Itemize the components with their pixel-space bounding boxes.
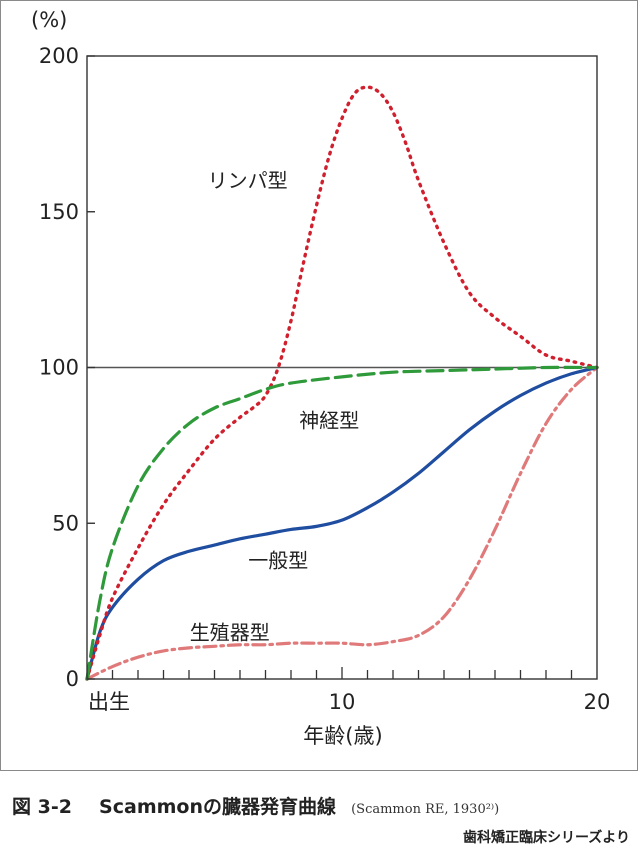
x-tick-label-0: 出生 — [88, 690, 130, 714]
y-axis-label: (%) — [31, 8, 67, 32]
series-line-生殖器型 — [85, 365, 599, 681]
y-tick-label-100: 100 — [39, 356, 79, 380]
figure-caption: 図 3-2 Scammonの臓器発育曲線 (Scammon RE, 1930²⁾… — [12, 792, 499, 819]
y-tick-label-150: 150 — [39, 200, 79, 224]
series-line-一般型 — [85, 365, 599, 681]
series-label-神経型: 神経型 — [299, 408, 359, 432]
x-tick-label-20: 20 — [584, 690, 611, 714]
series-line-神経型 — [85, 365, 599, 681]
chart-frame: (%) 生殖器型 一般型 リンパ型神経型 0 50 100 150 200 出生 10 20 年齢… — [0, 0, 638, 771]
series-label-生殖器型: 生殖器型 — [190, 620, 270, 644]
source-note: 歯科矯正臨床シリーズより — [462, 830, 630, 846]
y-tick-label-200: 200 — [39, 44, 79, 68]
x-tick-label-10: 10 — [329, 690, 356, 714]
figure-title: Scammonの臓器発育曲線 — [99, 796, 336, 818]
x-axis-label: 年齢(歳) — [303, 724, 382, 748]
series-label-一般型: 一般型 — [248, 549, 308, 573]
series-line-リンパ型 — [85, 85, 599, 681]
series-label-リンパ型: リンパ型 — [208, 169, 288, 193]
y-tick-label-50: 50 — [52, 511, 79, 535]
figure-reference: (Scammon RE, 1930²⁾) — [351, 802, 500, 817]
figure-number: 図 3-2 — [12, 796, 72, 818]
y-tick-label-0: 0 — [66, 667, 79, 691]
